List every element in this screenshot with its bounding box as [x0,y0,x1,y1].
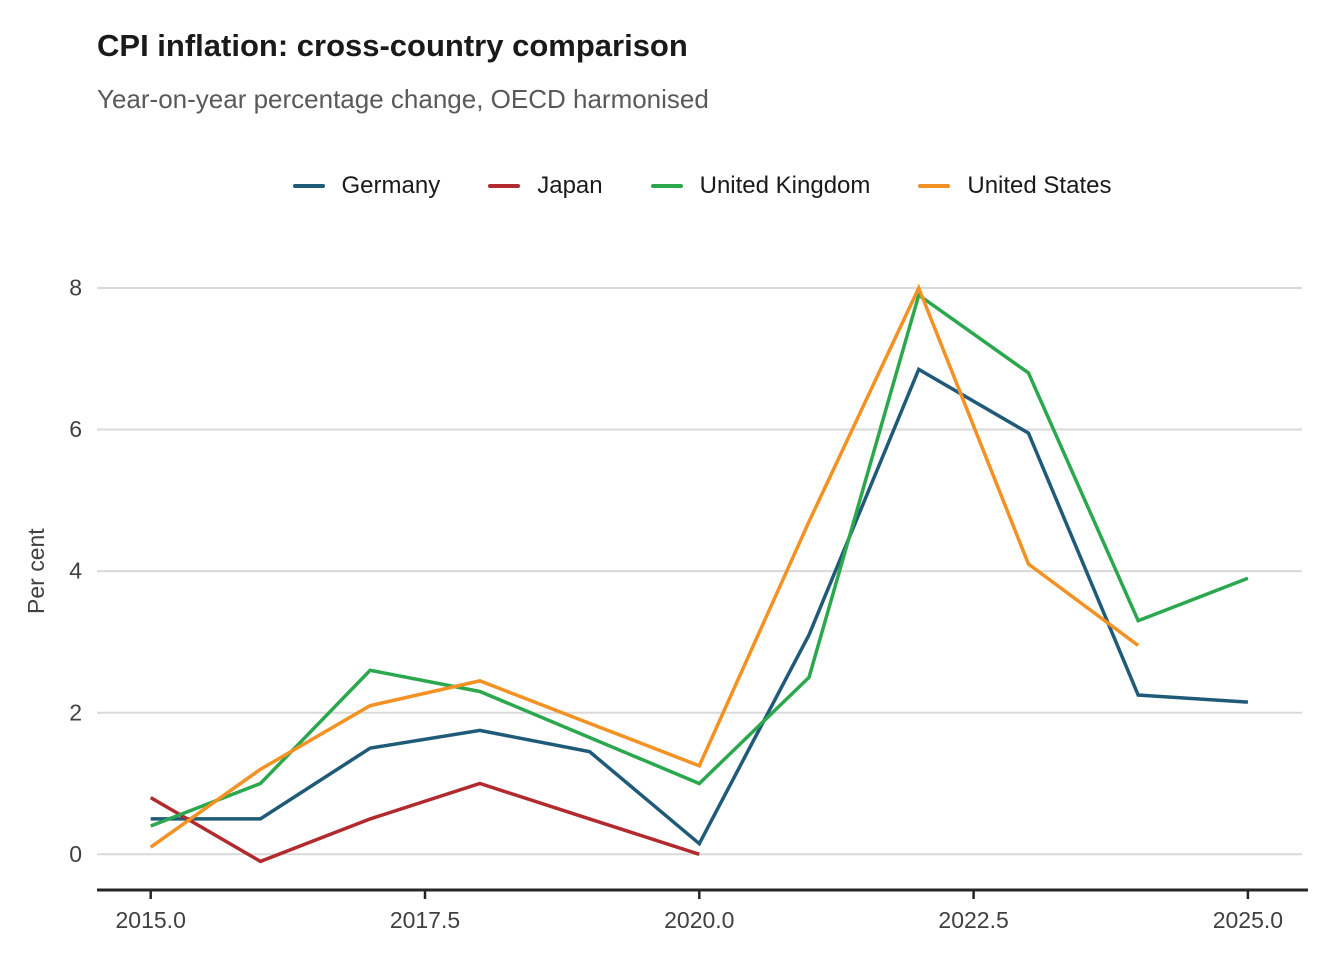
y-tick-label-2: 2 [69,699,82,725]
legend-label-united-kingdom: United Kingdom [699,172,871,199]
x-tick-label-2015.0: 2015.0 [116,907,186,933]
legend-label-germany: Germany [341,172,441,199]
y-tick-label-0: 0 [69,841,82,867]
legend-item-united-kingdom: United Kingdom [650,172,871,200]
y-tick-label-4: 4 [69,558,82,584]
page-title: CPI inflation: cross-country comparison [97,28,688,63]
legend-item-germany: Germany [292,172,441,200]
legend-label-united-states: United States [967,172,1112,199]
page-subtitle: Year-on-year percentage change, OECD har… [97,84,709,114]
chart-legend: Germany Japan United Kingdom United States [97,172,1307,200]
legend-item-united-states: United States [918,172,1111,200]
y-tick-label-6: 6 [69,416,82,442]
series-line-japan [149,781,700,864]
legend-swatch-japan [488,184,521,188]
legend-label-japan: Japan [537,172,603,199]
legend-swatch-united-states [918,184,951,188]
y-axis-title: Per cent [23,528,49,614]
legend-swatch-germany [292,184,325,188]
x-tick-label-2020.0: 2020.0 [664,907,734,933]
legend-item-japan: Japan [488,172,603,200]
y-tick-label-8: 8 [69,275,82,301]
x-tick-label-2022.5: 2022.5 [938,907,1008,933]
legend-swatch-united-kingdom [650,184,683,188]
series-line-united-states [149,283,1140,849]
series-line-germany [150,366,1249,847]
x-tick-label-2017.5: 2017.5 [390,907,460,933]
x-tick-label-2025.0: 2025.0 [1213,907,1283,933]
series-line-united-kingdom [150,292,1249,828]
